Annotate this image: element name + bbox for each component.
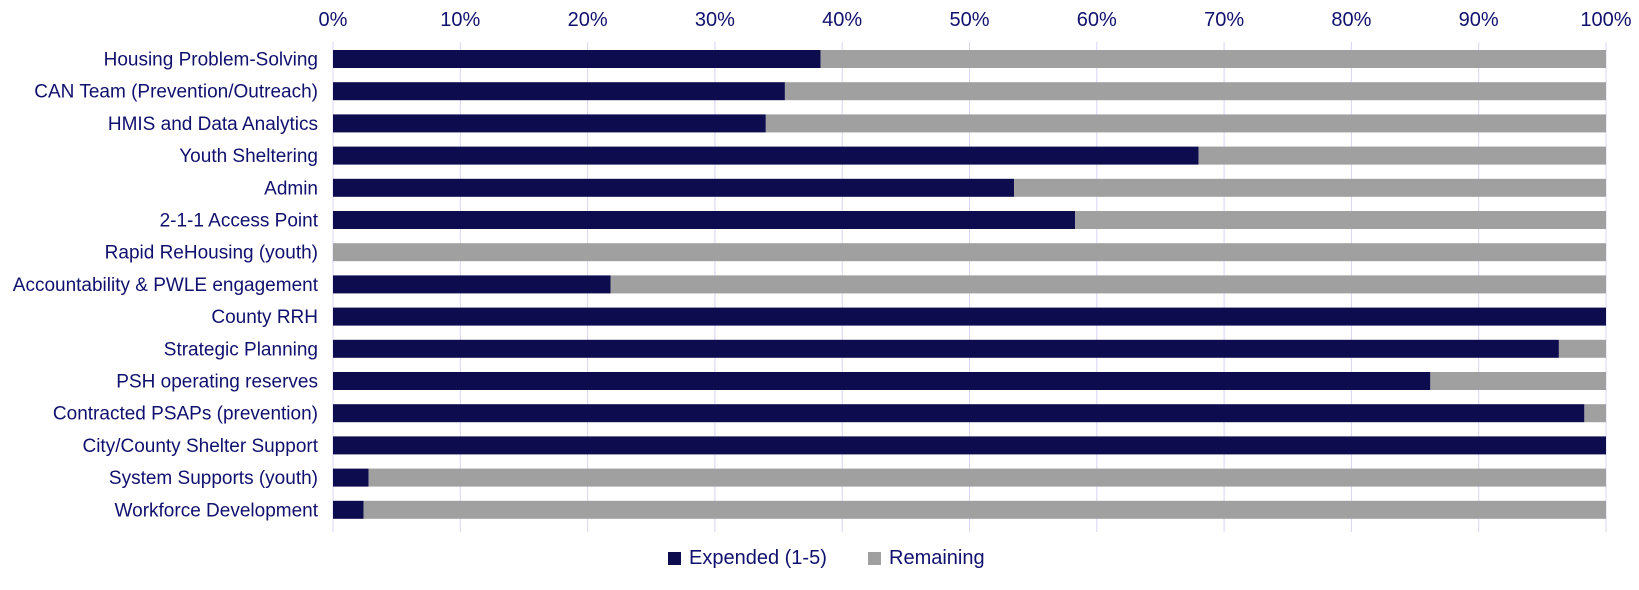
x-tick-label: 30% (695, 9, 735, 31)
category-label: CAN Team (Prevention/Outreach) (34, 82, 318, 103)
bar-segment-remaining (1198, 146, 1606, 165)
category-label: Accountability & PWLE engagement (13, 275, 319, 296)
category-label: Contracted PSAPs (prevention) (53, 404, 318, 425)
category-label: Rapid ReHousing (youth) (105, 243, 318, 264)
bar-segment-remaining (784, 82, 1606, 101)
bar-segment-expended (333, 275, 611, 294)
category-label: City/County Shelter Support (82, 436, 318, 457)
bar-segment-expended (333, 178, 1015, 197)
legend: Expended (1-5) Remaining (668, 547, 985, 569)
bar-segment-expended (333, 404, 1585, 423)
bar-segment-remaining (368, 468, 1606, 487)
bar-segment-remaining (1075, 211, 1606, 229)
bar-segment-remaining (1014, 178, 1606, 197)
bar-segment-expended (333, 307, 1606, 326)
bars (333, 50, 1606, 519)
x-tick-label: 50% (949, 9, 989, 31)
bar-segment-remaining (765, 114, 1606, 133)
bar-segment-expended (333, 146, 1199, 165)
x-tick-label: 70% (1204, 9, 1244, 31)
bar-segment-expended (333, 339, 1559, 358)
category-label: PSH operating reserves (116, 372, 318, 393)
bar-segment-remaining (820, 50, 1606, 68)
bar-segment-expended (333, 468, 369, 487)
legend-swatch (668, 552, 681, 565)
bar-segment-remaining (610, 275, 1606, 294)
bar-segment-expended (333, 50, 821, 68)
x-tick-label: 90% (1459, 9, 1499, 31)
bar-segment-expended (333, 500, 364, 519)
x-tick-label: 0% (319, 9, 348, 31)
category-label: Workforce Development (115, 500, 319, 521)
x-tick-label: 60% (1077, 9, 1117, 31)
x-tick-label: 20% (568, 9, 608, 31)
category-labels: Housing Problem-Solving CAN Team (Prevent… (13, 50, 319, 522)
x-tick-label: 100% (1580, 9, 1631, 31)
bar-segment-expended (333, 82, 785, 101)
bar-segment-remaining (333, 243, 1606, 262)
legend-label: Expended (1-5) (689, 547, 827, 569)
x-tick-label: 80% (1331, 9, 1371, 31)
category-label: Housing Problem-Solving (104, 50, 318, 71)
category-label: Strategic Planning (164, 339, 318, 360)
category-label: Admin (264, 178, 318, 199)
x-tick-label: 40% (822, 9, 862, 31)
bar-segment-remaining (1430, 372, 1606, 390)
category-label: Youth Sheltering (179, 146, 318, 167)
bar-segment-remaining (363, 500, 1606, 519)
legend-swatch (868, 552, 881, 565)
bar-segment-expended (333, 114, 766, 133)
bar-segment-remaining (1558, 339, 1606, 358)
bar-segment-remaining (1584, 404, 1606, 423)
category-label: 2-1-1 Access Point (160, 211, 319, 232)
x-axis-ticks: 0% 10% 20% 30% 40% 50% 60% 70% 80% 90% 100% (319, 9, 1632, 31)
bar-segment-expended (333, 372, 1431, 390)
category-label: County RRH (211, 307, 318, 328)
category-label: System Supports (youth) (109, 468, 318, 489)
x-tick-label: 10% (440, 9, 480, 31)
bar-segment-expended (333, 436, 1606, 455)
legend-label: Remaining (889, 547, 985, 569)
bar-segment-expended (333, 211, 1076, 229)
category-label: HMIS and Data Analytics (108, 114, 318, 135)
